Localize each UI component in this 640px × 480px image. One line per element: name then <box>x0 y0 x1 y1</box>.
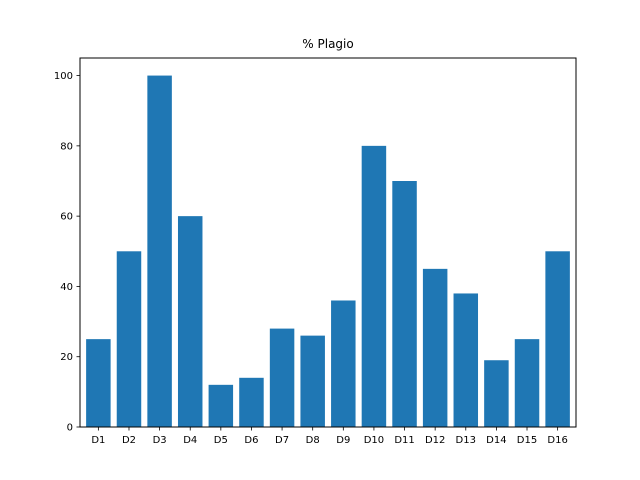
bar-d2 <box>116 251 142 427</box>
x-tick-label: D12 <box>425 435 445 446</box>
x-tick-label: D16 <box>547 435 567 446</box>
x-tick-label: D11 <box>394 435 414 446</box>
x-tick-label: D1 <box>91 435 105 446</box>
bar-d7 <box>269 328 295 427</box>
bar-d6 <box>239 377 264 427</box>
y-tick-label: 0 <box>67 423 73 434</box>
chart-title: % Plagio <box>302 37 353 51</box>
x-tick-label: D2 <box>122 435 136 446</box>
x-tick-label: D10 <box>364 435 384 446</box>
bar-d9 <box>331 300 356 427</box>
bar-d11 <box>392 181 417 427</box>
y-tick-label: 40 <box>60 282 73 293</box>
bar-d10 <box>361 145 387 428</box>
x-tick-label: D4 <box>183 435 197 446</box>
bar-d13 <box>453 293 479 427</box>
x-axis-ticks: D1 D2 D3 D4 D5 D6 D7 D8 D9 D10 D11 D12 D13 D14 D15 D16 <box>91 427 568 446</box>
bar-d4 <box>177 216 203 427</box>
bar-d8 <box>300 335 325 427</box>
x-tick-label: D3 <box>153 435 167 446</box>
y-tick-label: 60 <box>60 212 73 223</box>
bar-d12 <box>422 268 448 427</box>
y-tick-label: 80 <box>60 141 73 152</box>
bar-d15 <box>514 339 540 427</box>
y-axis-ticks: 0 20 40 60 80 100 <box>54 71 80 434</box>
bar-d3 <box>147 75 172 427</box>
bar-d14 <box>484 360 509 427</box>
x-tick-label: D9 <box>336 435 350 446</box>
x-tick-label: D5 <box>214 435 228 446</box>
x-tick-label: D8 <box>306 435 320 446</box>
x-tick-label: D7 <box>275 435 289 446</box>
bar-d16 <box>545 251 570 427</box>
axes-frame <box>79 57 577 428</box>
x-tick-label: D15 <box>517 435 537 446</box>
bar-d5 <box>208 384 234 427</box>
bars-group <box>86 75 570 428</box>
x-tick-label: D14 <box>486 435 506 446</box>
x-tick-label: D6 <box>244 435 258 446</box>
y-tick-label: 100 <box>54 71 73 82</box>
x-tick-label: D13 <box>456 435 476 446</box>
y-tick-label: 20 <box>60 352 73 363</box>
bar-d1 <box>86 339 111 427</box>
